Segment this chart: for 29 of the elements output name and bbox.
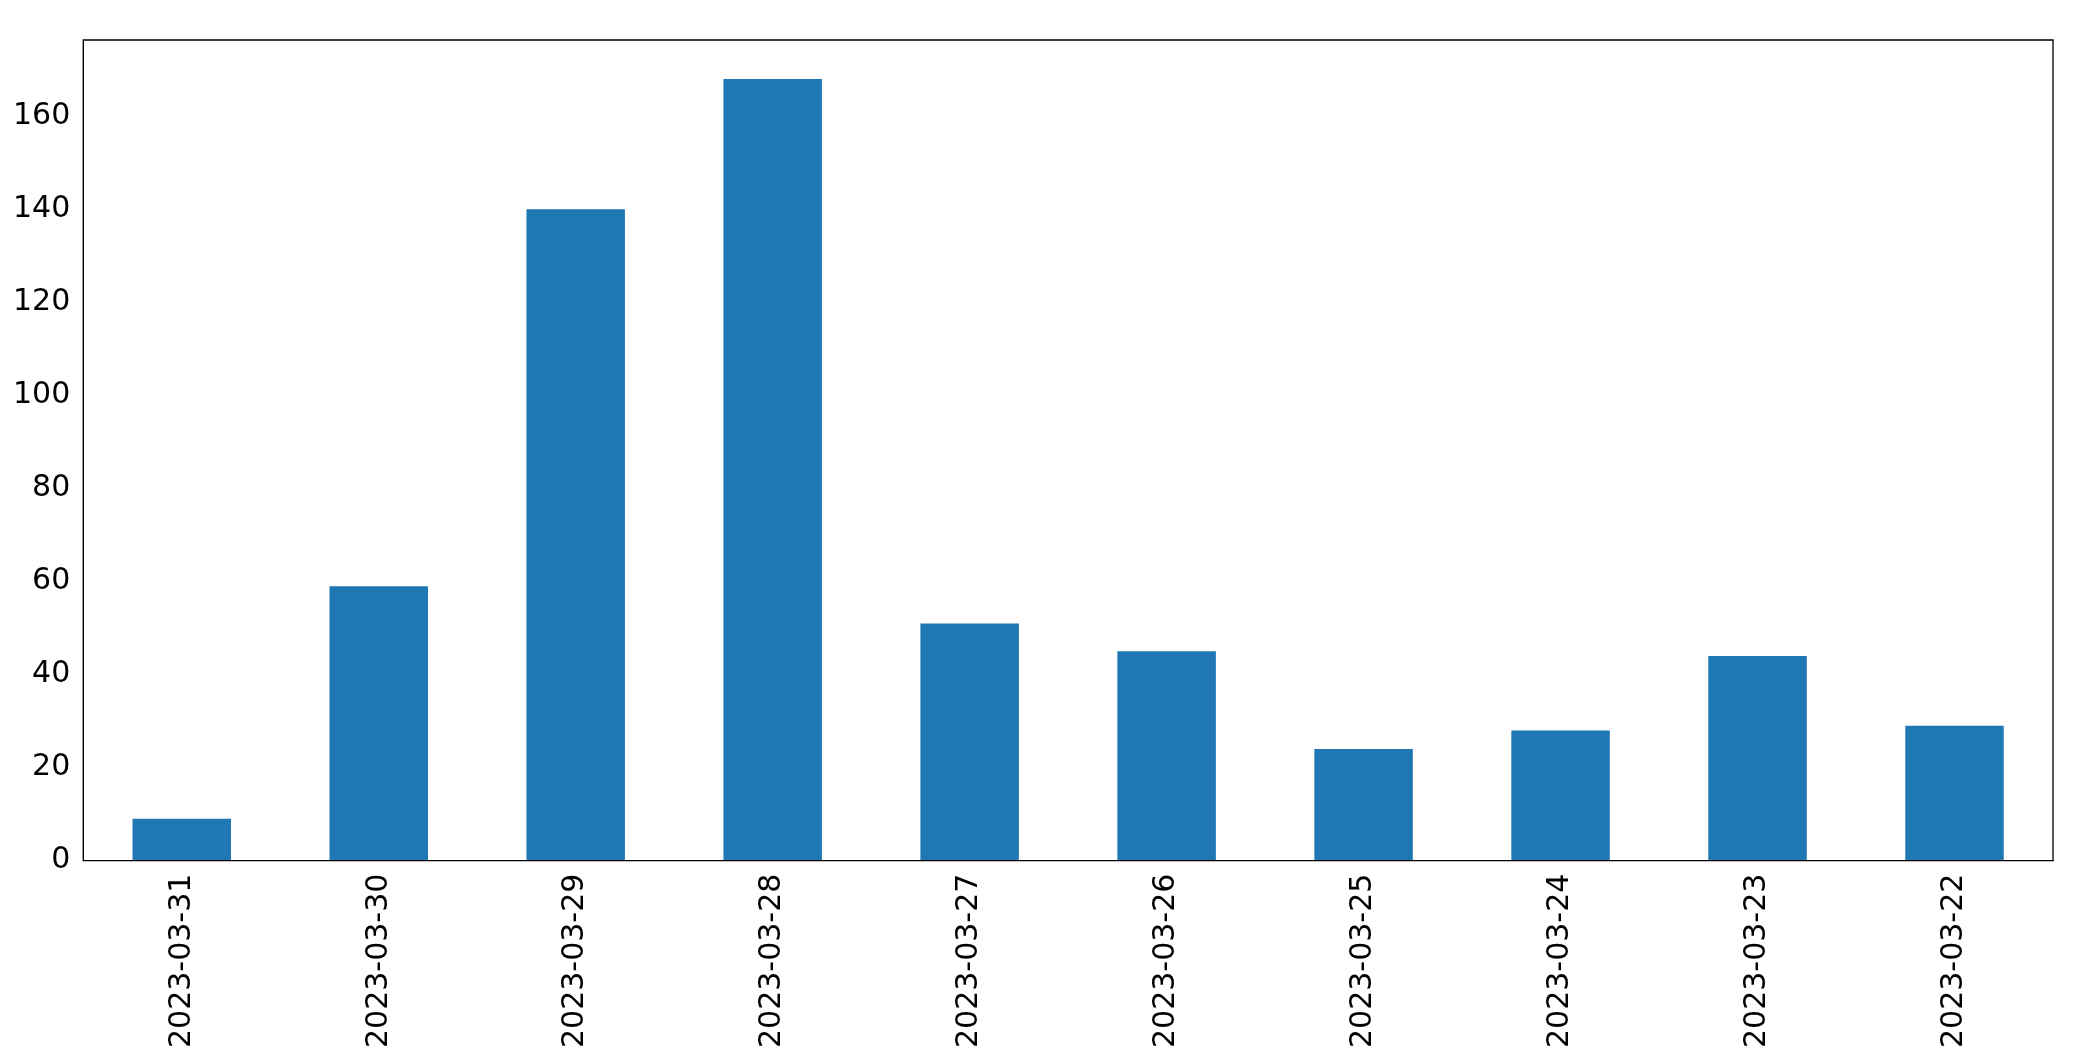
x-tick-label: 2023-03-26 <box>1146 873 1182 1049</box>
bar <box>920 623 1019 861</box>
x-tick-label: 2023-03-22 <box>1934 873 1970 1049</box>
x-tick-label: 2023-03-30 <box>358 873 394 1049</box>
x-tick-label: 2023-03-23 <box>1737 873 1773 1049</box>
x-tick-label: 2023-03-24 <box>1540 873 1576 1049</box>
y-tick-label: 80 <box>32 468 71 504</box>
bar <box>329 586 428 861</box>
bar <box>723 79 822 861</box>
bar <box>526 209 625 861</box>
bar <box>1511 730 1610 861</box>
y-tick-label: 140 <box>13 189 71 225</box>
x-tick-label: 2023-03-29 <box>555 873 591 1049</box>
bar <box>1905 725 2004 861</box>
x-tick-label: 2023-03-31 <box>161 873 197 1049</box>
x-tick-label: 2023-03-27 <box>949 873 985 1049</box>
bar <box>1708 655 1807 861</box>
y-tick-label: 120 <box>13 282 71 318</box>
y-tick-label: 40 <box>32 654 71 690</box>
y-tick-label: 100 <box>13 375 71 411</box>
bar <box>1314 749 1413 861</box>
y-tick-label: 160 <box>13 96 71 132</box>
x-tick-label: 2023-03-28 <box>752 873 788 1049</box>
y-tick-label: 20 <box>32 747 71 783</box>
y-tick-label: 60 <box>32 561 71 597</box>
x-tick-label: 2023-03-25 <box>1343 873 1379 1049</box>
y-tick-label: 0 <box>51 840 71 876</box>
bar <box>1117 651 1216 861</box>
bar <box>132 818 231 861</box>
